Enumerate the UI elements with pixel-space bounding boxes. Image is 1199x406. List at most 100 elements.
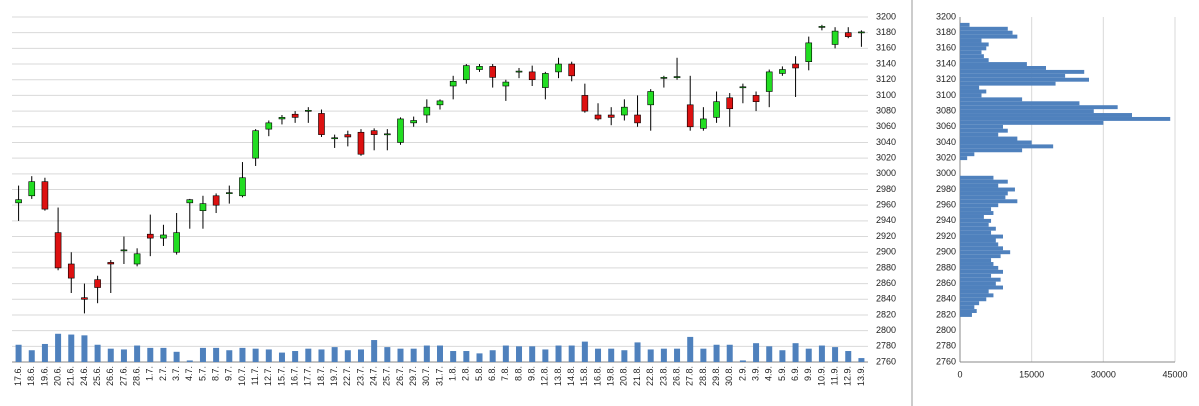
candle-body <box>489 66 496 78</box>
candle-body <box>239 177 246 197</box>
profile-bar <box>960 73 1066 78</box>
candle-body <box>305 110 312 112</box>
candle-body <box>515 70 523 73</box>
volume-bar <box>344 350 351 362</box>
candle-body <box>818 26 826 28</box>
candle-body <box>423 106 431 116</box>
profile-bar <box>960 269 1003 274</box>
volume-bar <box>516 346 523 362</box>
candle-body <box>120 249 128 252</box>
volume-bar <box>502 345 509 362</box>
profile-bar <box>960 285 1003 290</box>
profile-bar <box>960 242 999 247</box>
candle-body <box>160 234 167 239</box>
candle-body <box>344 134 352 138</box>
profile-bar <box>960 152 975 157</box>
profile-bar <box>960 77 1089 82</box>
profile-bar <box>960 26 1008 31</box>
profile-bar <box>960 297 987 302</box>
candle-body <box>41 181 49 210</box>
profile-bar <box>960 246 1003 251</box>
x-tick-label: 24.6. <box>79 366 89 386</box>
profile-bar <box>960 289 989 294</box>
candle-body <box>568 63 575 77</box>
candle-body <box>449 80 457 87</box>
volume-bar <box>213 347 220 362</box>
y-tick-label: 2900 <box>936 247 956 257</box>
y-tick-label: 2860 <box>936 278 956 288</box>
profile-bar <box>960 93 982 98</box>
volume-bar <box>766 346 773 362</box>
volume-bar <box>94 344 101 362</box>
x-tick-label: 25.7. <box>382 366 392 386</box>
candle-body <box>502 81 510 87</box>
volume-bar <box>226 350 233 362</box>
profile-bar <box>960 207 992 212</box>
x-tick-label: 15.7. <box>276 366 286 386</box>
candle-body <box>779 69 786 74</box>
x-tick-label: 27.6. <box>118 366 128 386</box>
y-tick-label: 3060 <box>936 121 956 131</box>
x-tick-label: 6.8. <box>487 366 497 381</box>
y-tick-label: 2920 <box>936 231 956 241</box>
y-tick-label: 2980 <box>876 184 896 194</box>
volume-bar <box>792 343 799 362</box>
volume-bar <box>186 360 193 362</box>
candle-body <box>858 31 865 34</box>
x-tick-label: 45000 <box>1162 369 1187 379</box>
profile-bar <box>960 89 987 94</box>
candle-body <box>54 232 62 269</box>
x-tick-label: 30000 <box>1091 369 1116 379</box>
profile-bar <box>960 183 999 188</box>
x-tick-label: 4.9. <box>764 366 774 381</box>
candle-body <box>225 192 233 194</box>
candle-body <box>28 181 36 197</box>
x-tick-label: 11.7. <box>250 366 260 385</box>
volume-bar <box>318 349 325 362</box>
volume-bar <box>107 348 114 362</box>
volume-bar <box>818 345 825 362</box>
x-tick-label: 19.8. <box>606 366 616 386</box>
volume-bar <box>15 344 22 362</box>
profile-bar <box>960 54 984 59</box>
profile-bar <box>960 218 992 223</box>
candle-body <box>357 131 365 155</box>
volume-bar <box>753 343 760 362</box>
x-tick-label: 1.7. <box>145 366 155 381</box>
volume-bar <box>410 348 417 362</box>
volume-bar <box>463 351 470 362</box>
x-tick-label: 12.8. <box>540 366 550 386</box>
volume-bar <box>687 336 694 362</box>
candle-body <box>133 253 141 265</box>
volume-bar <box>239 347 246 362</box>
candle-body <box>805 42 813 62</box>
x-tick-label: 29.7. <box>408 366 418 386</box>
x-tick-label: 20.8. <box>619 366 629 386</box>
y-tick-label: 3080 <box>876 105 896 115</box>
volume-bar <box>779 350 786 362</box>
profile-bar <box>960 81 1056 86</box>
volume-bar <box>595 348 602 362</box>
candle-body <box>94 279 101 288</box>
volume-bar <box>397 348 404 362</box>
y-tick-label: 2780 <box>936 341 956 351</box>
candle-body <box>318 113 325 135</box>
profile-bar <box>960 277 1001 282</box>
profile-bar <box>960 214 984 219</box>
y-tick-label: 2780 <box>876 341 896 351</box>
candle-body <box>700 118 707 129</box>
volume-bar <box>81 335 88 362</box>
x-tick-label: 15000 <box>1019 369 1044 379</box>
profile-bar <box>960 22 970 27</box>
profile-bar <box>960 222 989 227</box>
x-tick-label: 21.8. <box>632 366 642 386</box>
profile-bar <box>960 85 980 90</box>
profile-bar <box>960 191 1008 196</box>
y-tick-label: 3040 <box>936 137 956 147</box>
volume-bar <box>28 350 35 362</box>
x-tick-label: 29.8. <box>711 366 721 386</box>
y-tick-label: 2760 <box>936 356 956 366</box>
x-tick-label: 5.8. <box>474 366 484 381</box>
candle-body <box>212 195 220 206</box>
y-tick-label: 3040 <box>876 137 896 147</box>
